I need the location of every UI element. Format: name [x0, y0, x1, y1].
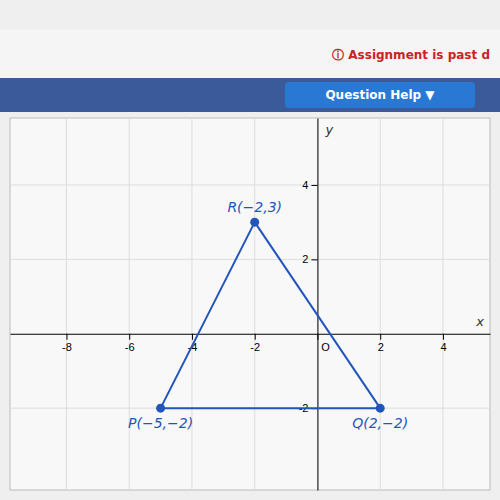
x-axis-line: [11, 334, 491, 335]
x-tick-label: -8: [62, 341, 72, 353]
x-tick-label: O: [321, 341, 330, 353]
x-tick-mark: [443, 334, 444, 340]
data-label: R(−2,3): [227, 199, 282, 215]
plot-area: [10, 118, 490, 490]
grid-line-y: [10, 184, 490, 185]
x-tick: 4: [440, 334, 446, 353]
y-axis: -224: [299, 119, 318, 491]
y-tick-label: 4: [302, 179, 308, 191]
help-button-text[interactable]: Question Help ▼: [325, 88, 435, 102]
x-tick-label: -6: [125, 341, 135, 353]
grid-line-x: [254, 118, 255, 490]
x-axis: -8-6-4-2O24: [11, 334, 491, 353]
x-tick: 2: [378, 334, 384, 353]
y-tick-label: 2: [302, 253, 308, 265]
y-tick: 2: [302, 253, 317, 265]
grid: [10, 118, 490, 490]
grid-line-x: [442, 118, 443, 490]
x-tick-mark: [192, 334, 193, 340]
y-axis-line: [317, 119, 318, 491]
x-tick: -8: [62, 334, 72, 353]
point: [376, 404, 385, 413]
x-tick-mark: [129, 334, 130, 340]
grid-line-x: [66, 118, 67, 490]
help-button[interactable]: [285, 82, 475, 108]
x-tick-label: -2: [250, 341, 260, 353]
data-label: P(−5,−2): [128, 415, 193, 431]
grid-line-y: [10, 259, 490, 260]
y-tick-mark: [311, 185, 317, 186]
point: [250, 218, 259, 227]
grid-line-x: [317, 118, 318, 490]
data-label: Q(2,−2): [352, 415, 408, 431]
y-axis-title: y: [324, 122, 333, 137]
x-tick: -2: [250, 334, 260, 353]
x-tick: -6: [125, 334, 135, 353]
line: [161, 222, 381, 408]
grid-line-x: [129, 118, 130, 490]
x-tick-label: 4: [440, 341, 446, 353]
x-tick-label: 2: [378, 341, 384, 353]
data-labels: R(−2,3) P(−5,−2) Q(2,−2): [128, 199, 408, 431]
notification-bar: [0, 30, 500, 78]
point: [156, 404, 165, 413]
grid-line-x: [380, 118, 381, 490]
chart: ⓘ Assignment is past d Question Help ▼ -8 -…: [0, 0, 500, 500]
notification-text: ⓘ Assignment is past d: [332, 48, 490, 62]
x-tick-mark: [380, 334, 381, 340]
marks: [156, 218, 385, 413]
background: [0, 0, 500, 500]
x-axis-title: x: [475, 314, 484, 329]
y-tick: 4: [302, 179, 317, 191]
grid-line-x: [191, 118, 192, 490]
x-tick-mark: [255, 334, 256, 340]
y-tick-mark: [311, 259, 317, 260]
banner: [0, 78, 500, 112]
x-tick: O: [318, 334, 330, 353]
x-tick-mark: [66, 334, 67, 340]
